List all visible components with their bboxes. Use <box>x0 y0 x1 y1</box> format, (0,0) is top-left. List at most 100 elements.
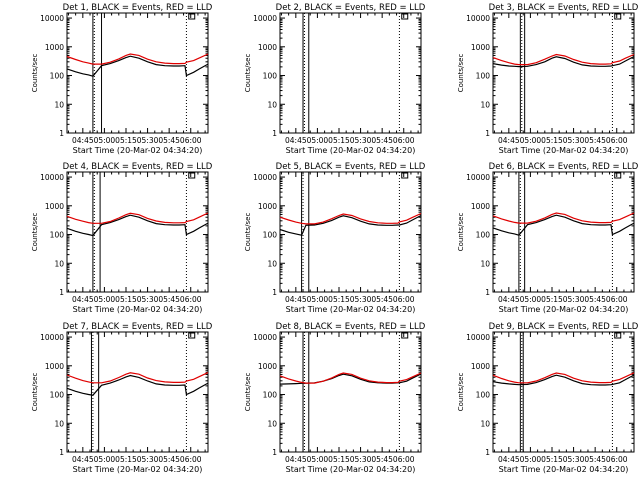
flag-marker <box>614 332 622 339</box>
x-tick-label: 04:45 <box>498 136 520 145</box>
y-tick-label: 10000 <box>253 173 277 182</box>
x-tick-label: 06:00 <box>180 136 202 145</box>
y-tick-label: 10 <box>480 419 490 428</box>
x-tick-label: 05:30 <box>563 455 585 464</box>
x-tick-label: 05:00 <box>94 136 116 145</box>
plot-frame <box>492 12 635 134</box>
x-tick-label: 05:00 <box>307 136 329 145</box>
plot-frame <box>66 171 209 293</box>
x-tick-label: 05:15 <box>541 136 563 145</box>
panel-title: Det 5, BLACK = Events, RED = LLD <box>276 162 426 172</box>
y-tick-label: 100 <box>476 231 491 240</box>
plot-frame <box>279 331 422 453</box>
x-tick-label: 05:15 <box>328 455 350 464</box>
y-axis-label: Counts/sec <box>457 54 465 93</box>
panel-title: Det 8, BLACK = Events, RED = LLD <box>276 322 426 332</box>
flag-marker <box>401 332 409 339</box>
y-tick-label: 1000 <box>258 362 277 371</box>
x-tick-label: 05:30 <box>563 136 585 145</box>
y-tick-label: 1 <box>59 448 64 457</box>
x-tick-label: 05:30 <box>350 136 372 145</box>
x-tick-label: 05:45 <box>584 136 606 145</box>
x-tick-label: 05:15 <box>328 295 350 304</box>
y-tick-label: 10 <box>267 100 277 109</box>
y-tick-label: 1000 <box>258 202 277 211</box>
x-tick-label: 05:30 <box>350 455 372 464</box>
panel-title: Det 9, BLACK = Events, RED = LLD <box>489 322 639 332</box>
x-tick-label: 05:15 <box>541 295 563 304</box>
y-tick-label: 1 <box>59 129 64 138</box>
y-tick-label: 1 <box>485 448 490 457</box>
y-tick-label: 1 <box>272 288 277 297</box>
x-tick-label: 04:45 <box>72 295 94 304</box>
y-tick-label: 1 <box>272 129 277 138</box>
x-tick-label: 05:00 <box>94 455 116 464</box>
series-events-line <box>66 214 209 237</box>
y-tick-label: 100 <box>50 72 65 81</box>
y-tick-label: 10 <box>480 259 490 268</box>
x-axis-label: Start Time (20-Mar-02 04:34:20) <box>499 465 629 474</box>
y-axis-label: Counts/sec <box>31 213 39 252</box>
y-tick-label: 1000 <box>471 362 490 371</box>
series-events-line <box>492 374 635 386</box>
y-tick-label: 1 <box>59 288 64 297</box>
flag-marker <box>188 172 196 179</box>
x-tick-label: 06:00 <box>606 136 628 145</box>
series-lld-line <box>492 53 635 66</box>
y-tick-label: 10 <box>267 419 277 428</box>
y-tick-label: 10000 <box>40 173 64 182</box>
y-tick-label: 1000 <box>258 43 277 52</box>
series-lld-line <box>492 212 635 224</box>
series-events-line <box>66 374 209 396</box>
series-events-line <box>492 214 635 236</box>
y-tick-label: 10000 <box>466 333 490 342</box>
x-tick-label: 05:15 <box>115 136 137 145</box>
series-lld-line <box>66 212 209 224</box>
y-axis-label: Counts/sec <box>31 54 39 93</box>
x-tick-label: 05:00 <box>307 295 329 304</box>
panel-title: Det 2, BLACK = Events, RED = LLD <box>276 3 426 13</box>
x-tick-label: 05:45 <box>158 136 180 145</box>
panel-det-6: Det 6, BLACK = Events, RED = LLD Counts/s… <box>457 162 639 314</box>
plot-frame <box>279 171 422 293</box>
panel-det-7: Det 7, BLACK = Events, RED = LLD Counts/s… <box>31 322 213 474</box>
x-tick-label: 04:45 <box>498 295 520 304</box>
x-tick-label: 05:00 <box>307 455 329 464</box>
panel-det-2: Det 2, BLACK = Events, RED = LLD Counts/s… <box>244 3 426 155</box>
x-tick-label: 04:45 <box>498 455 520 464</box>
series-lld-line <box>279 212 422 225</box>
y-tick-label: 10 <box>54 100 64 109</box>
x-tick-label: 05:15 <box>541 455 563 464</box>
x-tick-label: 06:00 <box>180 295 202 304</box>
plot-frame <box>279 12 422 134</box>
x-axis-label: Start Time (20-Mar-02 04:34:20) <box>73 146 203 155</box>
panel-det-4: Det 4, BLACK = Events, RED = LLD Counts/s… <box>31 162 213 314</box>
x-tick-label: 05:00 <box>94 295 116 304</box>
x-tick-label: 04:45 <box>72 136 94 145</box>
y-tick-label: 100 <box>263 231 278 240</box>
x-tick-label: 05:30 <box>137 136 159 145</box>
x-tick-label: 04:45 <box>285 136 307 145</box>
y-tick-label: 10000 <box>253 333 277 342</box>
panel-det-8: Det 8, BLACK = Events, RED = LLD Counts/s… <box>244 322 426 474</box>
flag-marker <box>188 13 196 20</box>
plot-frame <box>492 331 635 453</box>
y-tick-label: 1000 <box>45 202 64 211</box>
y-axis-label: Counts/sec <box>244 373 252 412</box>
series-lld-line <box>66 53 209 65</box>
y-tick-label: 100 <box>263 391 278 400</box>
y-tick-label: 10 <box>267 259 277 268</box>
x-axis-label: Start Time (20-Mar-02 04:34:20) <box>73 305 203 314</box>
x-tick-label: 05:45 <box>584 295 606 304</box>
flag-marker <box>401 13 409 20</box>
panel-det-9: Det 9, BLACK = Events, RED = LLD Counts/s… <box>457 322 639 474</box>
panel-title: Det 7, BLACK = Events, RED = LLD <box>63 322 213 332</box>
y-tick-label: 1000 <box>471 202 490 211</box>
x-axis-label: Start Time (20-Mar-02 04:34:20) <box>499 146 629 155</box>
x-tick-label: 05:30 <box>137 295 159 304</box>
panel-det-1: Det 1, BLACK = Events, RED = LLD Counts/s… <box>31 3 213 155</box>
series-events-line <box>492 55 635 68</box>
y-tick-label: 10 <box>54 259 64 268</box>
x-axis-label: Start Time (20-Mar-02 04:34:20) <box>499 305 629 314</box>
y-axis-label: Counts/sec <box>244 213 252 252</box>
